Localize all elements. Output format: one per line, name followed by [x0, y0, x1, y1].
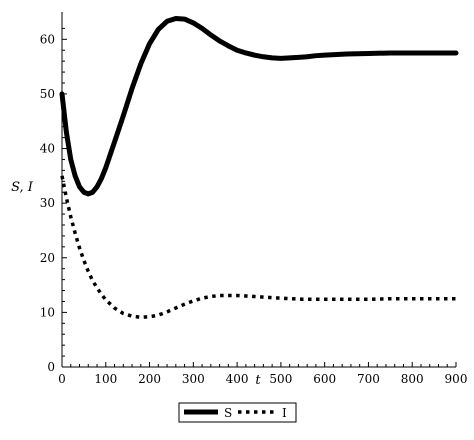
x-axis-title: t: [255, 373, 261, 388]
legend-box: [178, 402, 297, 423]
series-layer: [59, 16, 459, 320]
series-line-i: [60, 175, 456, 320]
y-axis-title: S, I: [11, 180, 34, 195]
x-tick-label: 800: [401, 372, 424, 386]
x-tick-label: 0: [58, 372, 66, 386]
y-tick-label: 40: [40, 142, 55, 156]
x-tick-label: 700: [357, 372, 380, 386]
x-tick-label: 900: [445, 372, 468, 386]
x-tick-label: 200: [138, 372, 161, 386]
y-tick-label: 20: [40, 251, 55, 265]
x-axis-ticks: 0 100 200 300 400 500 600 700 800 900: [58, 362, 467, 386]
x-tick-label: 600: [313, 372, 336, 386]
y-tick-label: 50: [40, 87, 55, 101]
axes: 0 10 20 30 40 50 60 0 100 200 300 400 500 600 700 800 9…: [11, 12, 467, 388]
x-tick-label: 400: [226, 372, 249, 386]
series-line-s: [59, 16, 459, 197]
y-axis-ticks: 0 10 20 30 40 50 60: [40, 27, 67, 374]
legend-label-i: I: [282, 406, 287, 420]
y-tick-label: 0: [47, 360, 55, 374]
legend: S I: [178, 402, 297, 423]
legend-label-s: S: [224, 406, 232, 420]
y-tick-label: 10: [40, 305, 55, 319]
x-tick-label: 500: [269, 372, 292, 386]
y-tick-label: 60: [40, 32, 55, 46]
x-tick-label: 300: [182, 372, 205, 386]
y-tick-label: 30: [40, 196, 55, 210]
x-tick-label: 100: [94, 372, 117, 386]
